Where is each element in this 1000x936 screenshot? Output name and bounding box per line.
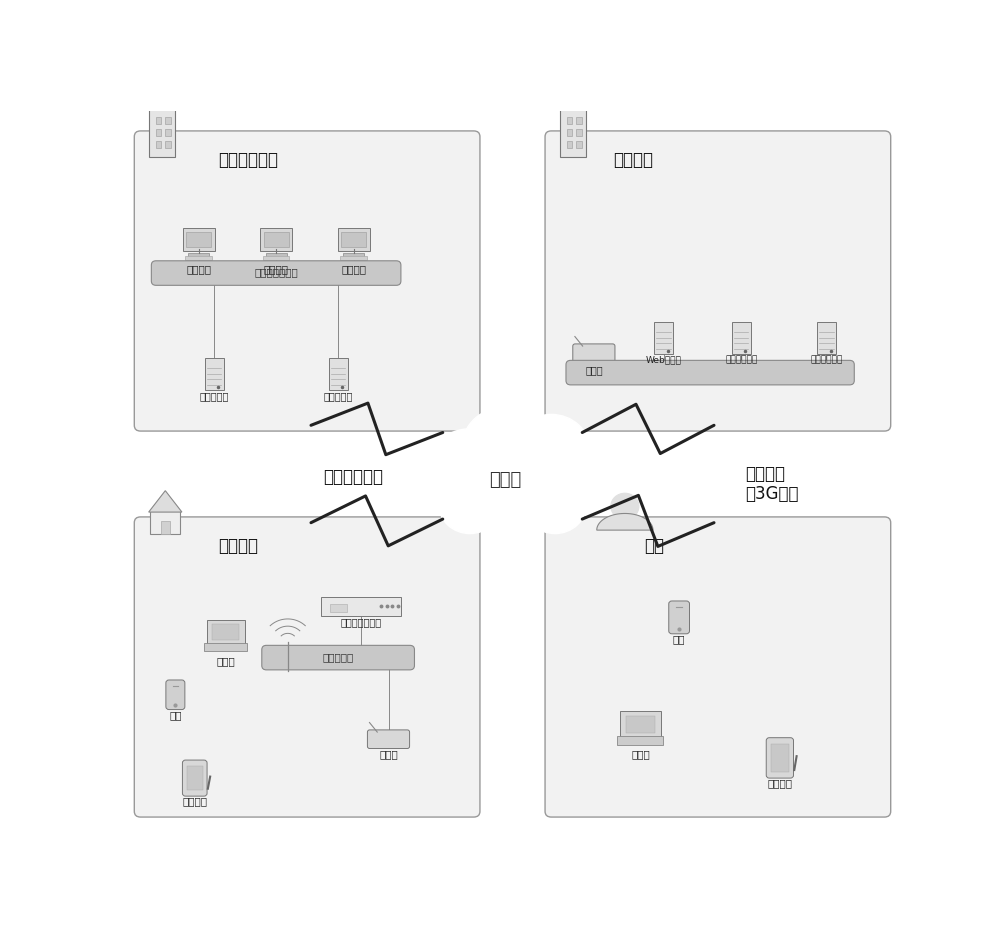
Polygon shape [560, 96, 585, 110]
Circle shape [439, 476, 501, 534]
FancyBboxPatch shape [187, 767, 203, 790]
FancyBboxPatch shape [620, 711, 661, 738]
FancyBboxPatch shape [817, 322, 836, 355]
Text: 手机: 手机 [169, 709, 182, 719]
Text: 托管机房: 托管机房 [613, 151, 653, 168]
Circle shape [611, 493, 639, 519]
Polygon shape [149, 491, 182, 513]
Text: 宽带网络
或3G网络: 宽带网络 或3G网络 [745, 464, 798, 503]
FancyBboxPatch shape [263, 257, 289, 261]
FancyBboxPatch shape [321, 597, 401, 616]
FancyBboxPatch shape [207, 620, 245, 645]
FancyBboxPatch shape [340, 257, 367, 261]
FancyBboxPatch shape [183, 229, 215, 252]
FancyBboxPatch shape [329, 358, 348, 390]
Text: 天眼服务中心: 天眼服务中心 [218, 151, 278, 168]
FancyBboxPatch shape [766, 738, 794, 778]
FancyBboxPatch shape [654, 322, 673, 355]
Text: 用户: 用户 [644, 536, 664, 554]
FancyBboxPatch shape [161, 521, 170, 534]
FancyBboxPatch shape [165, 130, 171, 137]
FancyBboxPatch shape [264, 232, 289, 248]
FancyBboxPatch shape [185, 257, 212, 261]
FancyBboxPatch shape [156, 141, 161, 149]
Text: 坐席电脑: 坐席电脑 [264, 264, 289, 273]
FancyBboxPatch shape [156, 118, 161, 125]
FancyBboxPatch shape [545, 518, 891, 817]
FancyBboxPatch shape [134, 132, 480, 431]
FancyBboxPatch shape [165, 141, 171, 149]
FancyBboxPatch shape [262, 646, 414, 670]
FancyBboxPatch shape [669, 601, 689, 634]
Circle shape [512, 415, 590, 487]
Text: 笔记本: 笔记本 [216, 655, 235, 665]
FancyBboxPatch shape [165, 118, 171, 125]
Text: 路由器: 路由器 [379, 748, 398, 758]
FancyBboxPatch shape [367, 730, 410, 749]
FancyBboxPatch shape [205, 358, 224, 390]
FancyBboxPatch shape [545, 132, 891, 431]
Circle shape [544, 447, 613, 512]
FancyBboxPatch shape [617, 736, 663, 745]
Text: 流媒体服务器: 流媒体服务器 [810, 355, 842, 364]
FancyBboxPatch shape [573, 344, 615, 363]
FancyBboxPatch shape [576, 118, 582, 125]
Text: 手机: 手机 [673, 634, 685, 643]
FancyBboxPatch shape [151, 261, 401, 286]
FancyBboxPatch shape [566, 361, 854, 386]
FancyBboxPatch shape [182, 760, 207, 797]
FancyBboxPatch shape [266, 254, 287, 259]
Text: 笔记本: 笔记本 [631, 749, 650, 759]
FancyBboxPatch shape [567, 130, 572, 137]
FancyBboxPatch shape [576, 141, 582, 149]
Circle shape [413, 456, 472, 511]
Text: 用户家中: 用户家中 [218, 536, 258, 554]
Text: 电话服务器: 电话服务器 [199, 391, 229, 402]
Text: 数据库服务器: 数据库服务器 [725, 355, 757, 364]
Polygon shape [150, 96, 175, 110]
Text: 路由器: 路由器 [585, 364, 603, 374]
FancyBboxPatch shape [343, 254, 364, 259]
Text: 平板电脑: 平板电脑 [182, 796, 207, 806]
Text: 互联网: 互联网 [489, 471, 521, 489]
FancyBboxPatch shape [212, 624, 239, 640]
Circle shape [524, 476, 586, 534]
FancyBboxPatch shape [134, 518, 480, 817]
FancyBboxPatch shape [567, 118, 572, 125]
FancyBboxPatch shape [186, 232, 211, 248]
Circle shape [462, 408, 547, 487]
Polygon shape [597, 514, 653, 531]
FancyBboxPatch shape [732, 322, 751, 355]
Text: 平板电脑: 平板电脑 [767, 778, 792, 787]
FancyBboxPatch shape [626, 716, 655, 733]
Circle shape [480, 486, 545, 547]
Circle shape [427, 430, 512, 509]
FancyBboxPatch shape [771, 744, 789, 772]
Text: 坐席电脑: 坐席电脑 [186, 264, 211, 273]
FancyBboxPatch shape [156, 130, 161, 137]
FancyBboxPatch shape [150, 512, 180, 534]
Text: 坐席电脑: 坐席电脑 [341, 264, 366, 273]
Text: 报警服务器: 报警服务器 [323, 391, 353, 402]
Text: 家用宽带网络: 家用宽带网络 [324, 467, 384, 485]
Text: 家庭局域网: 家庭局域网 [322, 651, 354, 662]
FancyBboxPatch shape [330, 605, 347, 612]
FancyBboxPatch shape [560, 110, 586, 158]
FancyBboxPatch shape [338, 229, 370, 252]
FancyBboxPatch shape [260, 229, 292, 252]
Text: 智安居或店铺安: 智安居或店铺安 [341, 616, 382, 626]
Text: 服务中心局域网: 服务中心局域网 [254, 268, 298, 277]
FancyBboxPatch shape [188, 254, 209, 259]
FancyBboxPatch shape [576, 130, 582, 137]
FancyBboxPatch shape [341, 232, 366, 248]
Text: Web服务器: Web服务器 [646, 355, 682, 364]
FancyBboxPatch shape [149, 110, 175, 158]
FancyBboxPatch shape [567, 141, 572, 149]
FancyBboxPatch shape [166, 680, 185, 709]
FancyBboxPatch shape [204, 643, 247, 651]
